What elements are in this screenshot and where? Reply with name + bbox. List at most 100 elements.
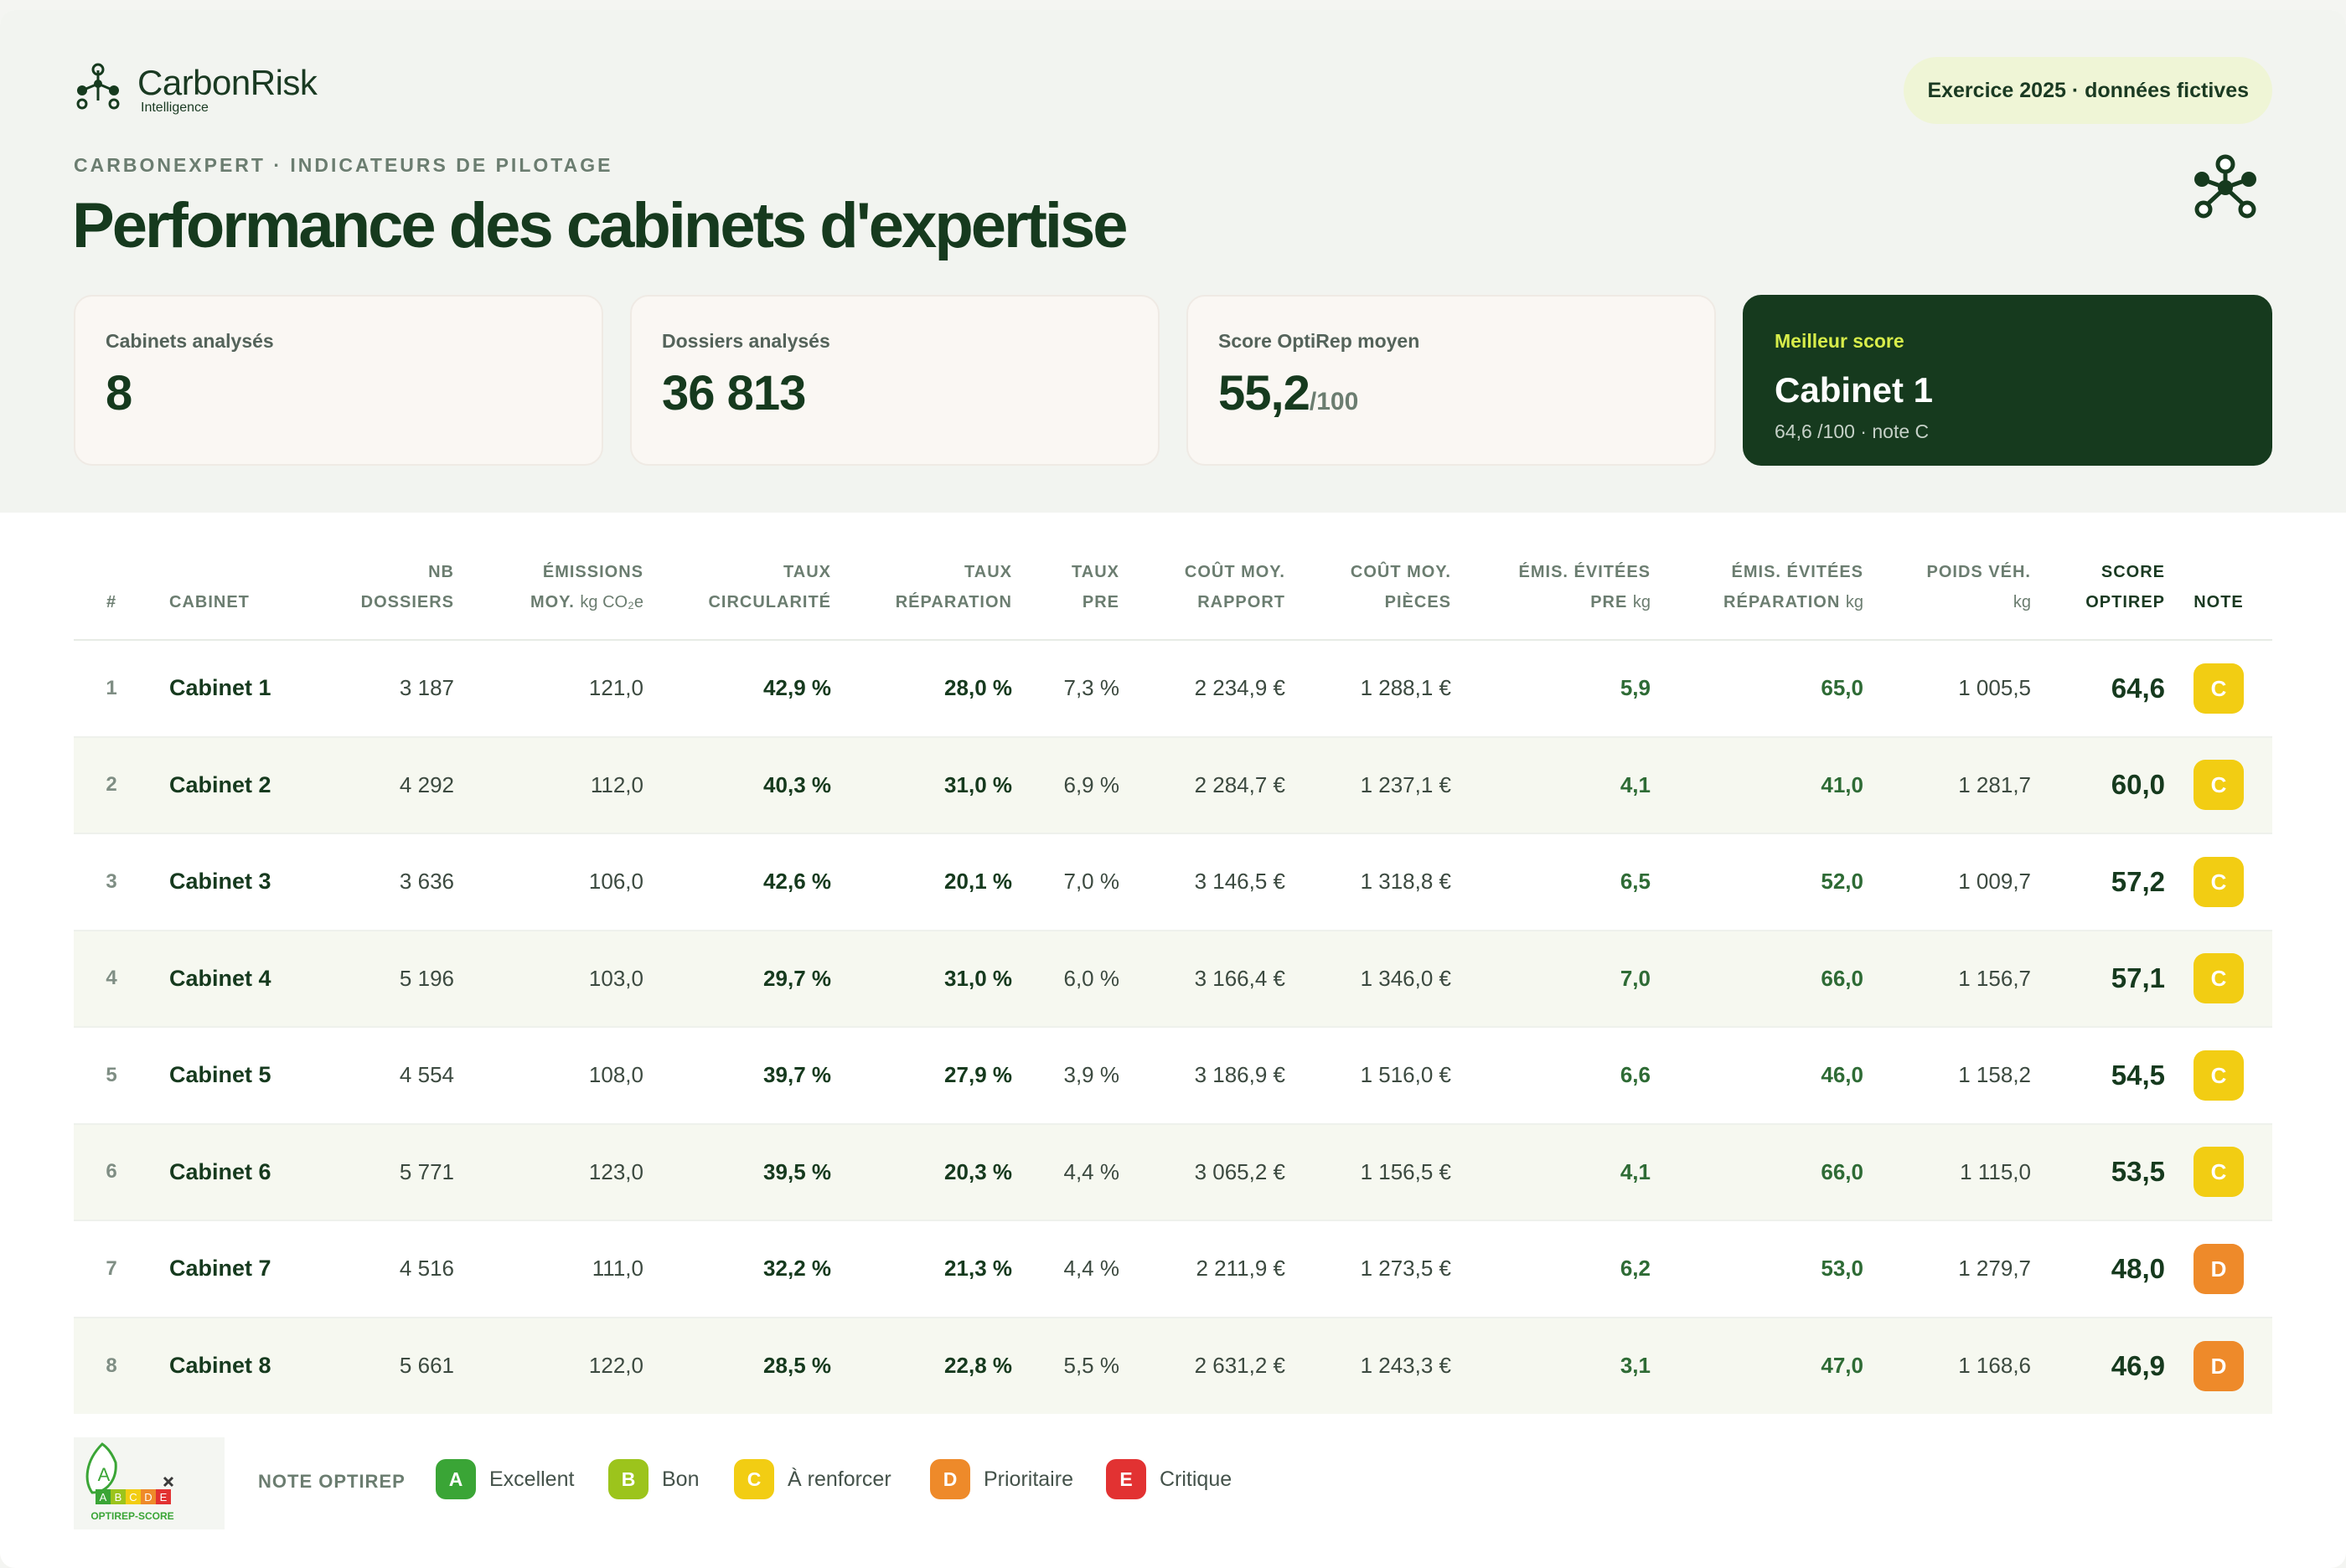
col-cout-rapport[interactable]: COÛT MOY. RAPPORT [1184,563,1285,611]
note-cell: D [2165,1220,2272,1318]
table-row[interactable]: 4 Cabinet 4 5 196 103,0 29,7 % 31,0 % 6,0 % 3 1… [74,930,2272,1027]
col-emis-pre[interactable]: ÉMIS. ÉVITÉES PRE kg [1518,563,1651,611]
row-rank: 5 [106,1063,117,1086]
table-row[interactable]: 5 Cabinet 5 4 554 108,0 39,7 % 27,9 % 3,9 % 3 1… [74,1027,2272,1124]
optirep-logo-big: A [98,1464,111,1485]
legend-item-d: D Prioritaire [930,1459,1073,1499]
circularite-rate: 32,2 % [763,1256,831,1282]
legend-item-a: A Excellent [436,1459,574,1499]
pre-rate: 7,3 % [1063,675,1120,701]
emis-rep-value: 65,0 [1821,675,1863,701]
col-cabinet[interactable]: CABINET [169,593,250,611]
pre-rate: 7,0 % [1063,869,1120,895]
legend-grade-badge: D [930,1459,970,1499]
best-sub: 64,6 /100 · note C [1775,420,1930,442]
cabinet-name: Cabinet 3 [169,869,271,895]
grade-badge: D [2194,1340,2244,1391]
table-row[interactable]: 6 Cabinet 6 5 771 123,0 39,5 % 20,3 % 4,4 % 3 0… [74,1123,2272,1220]
note-cell: C [2165,833,2272,931]
pre-rate: 6,0 % [1063,965,1120,991]
cout-pieces: 1 516,0 € [1360,1062,1451,1088]
brand[interactable]: CarbonRisk Intelligence [74,57,318,116]
table-header-row: # CABINET NB DOSSIERS ÉMISSIONS MOY. kg CO… [74,553,2272,640]
reparation-rate: 31,0 % [944,965,1012,991]
emissions-value: 121,0 [588,675,643,701]
dossiers-count: 3 636 [399,869,454,895]
legend-label: Prioritaire [984,1467,1073,1491]
poids-value: 1 115,0 [1960,1158,2031,1184]
reparation-rate: 21,3 % [944,1256,1012,1282]
emis-pre-value: 4,1 [1620,1158,1651,1184]
emis-rep-value: 46,0 [1821,1062,1863,1088]
optirep-score: 60,0 [2111,769,2165,801]
emis-pre-value: 4,1 [1620,771,1651,797]
table-row[interactable]: 2 Cabinet 2 4 292 112,0 40,3 % 31,0 % 6,9 % 2 2… [74,736,2272,833]
legend: A A B C D E OPTIREP-SCORE NOTE OPTIREP A… [74,1437,2272,1529]
grade-badge: C [2194,1147,2244,1198]
svg-text:A: A [100,1491,107,1504]
kpi-card-dossiers: Dossiers analysés 36 813 [630,295,1160,466]
poids-value: 1 279,7 [1958,1256,2031,1282]
col-dossiers[interactable]: NB DOSSIERS [360,563,454,611]
emis-rep-value: 53,0 [1821,1256,1863,1282]
col-pre[interactable]: TAUX PRE [1072,563,1119,611]
circularite-rate: 39,7 % [763,1062,831,1088]
col-reparation[interactable]: TAUX RÉPARATION [895,563,1012,611]
poids-value: 1 158,2 [1958,1062,2031,1088]
best-label: Meilleur score [1775,330,1904,352]
col-score[interactable]: SCORE OPTIREP [2085,563,2165,611]
svg-text:C: C [129,1491,137,1504]
optirep-score: 54,5 [2111,1059,2165,1091]
table-row[interactable]: 8 Cabinet 8 5 661 122,0 28,5 % 22,8 % 5,5 % 2 6… [74,1317,2272,1414]
kpi-label: Dossiers analysés [662,330,830,352]
grade-badge: C [2194,856,2244,907]
pre-rate: 4,4 % [1063,1256,1120,1282]
optirep-logo-caption: OPTIREP-SCORE [90,1510,173,1522]
poids-value: 1 009,7 [1958,869,2031,895]
cout-rapport: 3 146,5 € [1194,869,1285,895]
cout-pieces: 1 273,5 € [1360,1256,1451,1282]
kpi-card-best-score[interactable]: Meilleur score Cabinet 1 64,6 /100 · not… [1743,295,2272,466]
emis-pre-value: 6,2 [1620,1256,1651,1282]
reparation-rate: 28,0 % [944,675,1012,701]
dossiers-count: 4 516 [399,1256,454,1282]
table-row[interactable]: 7 Cabinet 7 4 516 111,0 32,2 % 21,3 % 4,4 % 2 2… [74,1220,2272,1318]
note-cell: C [2165,1027,2272,1124]
cout-rapport: 3 186,9 € [1194,1062,1285,1088]
emissions-value: 122,0 [588,1353,643,1379]
col-rank[interactable]: # [106,593,117,611]
emissions-value: 103,0 [588,965,643,991]
grade-badge: C [2194,1050,2244,1101]
col-circularite[interactable]: TAUX CIRCULARITÉ [708,563,831,611]
dossiers-count: 5 771 [399,1158,454,1184]
optirep-score: 57,2 [2111,865,2165,897]
cout-pieces: 1 237,1 € [1360,771,1451,797]
note-cell: C [2165,640,2272,737]
optirep-score: 57,1 [2111,962,2165,994]
table-row[interactable]: 3 Cabinet 3 3 636 106,0 42,6 % 20,1 % 7,0 % 3 1… [74,833,2272,931]
circularite-rate: 29,7 % [763,965,831,991]
kpi-label: Score OptiRep moyen [1218,330,1420,352]
col-note[interactable]: NOTE [2194,593,2244,611]
molecule-hero-icon [2194,154,2256,219]
cout-pieces: 1 156,5 € [1360,1158,1451,1184]
cabinet-name: Cabinet 6 [169,1158,271,1184]
optirep-leaf-icon: A A B C D E OPTIREP-SCORE [74,1437,225,1529]
dashboard-page: CarbonRisk Intelligence Exercice 2025 · … [0,10,2346,1568]
pre-rate: 4,4 % [1063,1158,1120,1184]
eyebrow-text: CARBONEXPERT · INDICATEURS DE PILOTAGE [74,154,613,176]
col-emis-rep[interactable]: ÉMIS. ÉVITÉES RÉPARATION kg [1723,563,1863,611]
cabinet-name: Cabinet 8 [169,1353,271,1379]
row-rank: 8 [106,1354,117,1377]
legend-label: Excellent [489,1467,575,1491]
col-poids[interactable]: POIDS VÉH. kg [1926,563,2031,611]
circularite-rate: 40,3 % [763,771,831,797]
kpi-card-cabinets: Cabinets analysés 8 [74,295,603,466]
legend-title: NOTE OPTIREP [258,1471,406,1492]
col-cout-pieces[interactable]: COÛT MOY. PIÈCES [1350,563,1451,611]
legend-item-b: B Bon [608,1459,699,1499]
table-row[interactable]: 1 Cabinet 1 3 187 121,0 42,9 % 28,0 % 7,3 % 2 2… [74,640,2272,737]
col-emissions[interactable]: ÉMISSIONS MOY. kg CO₂e [530,563,643,611]
kpi-score-number: 55,2 [1218,366,1310,420]
row-rank: 3 [106,869,117,893]
